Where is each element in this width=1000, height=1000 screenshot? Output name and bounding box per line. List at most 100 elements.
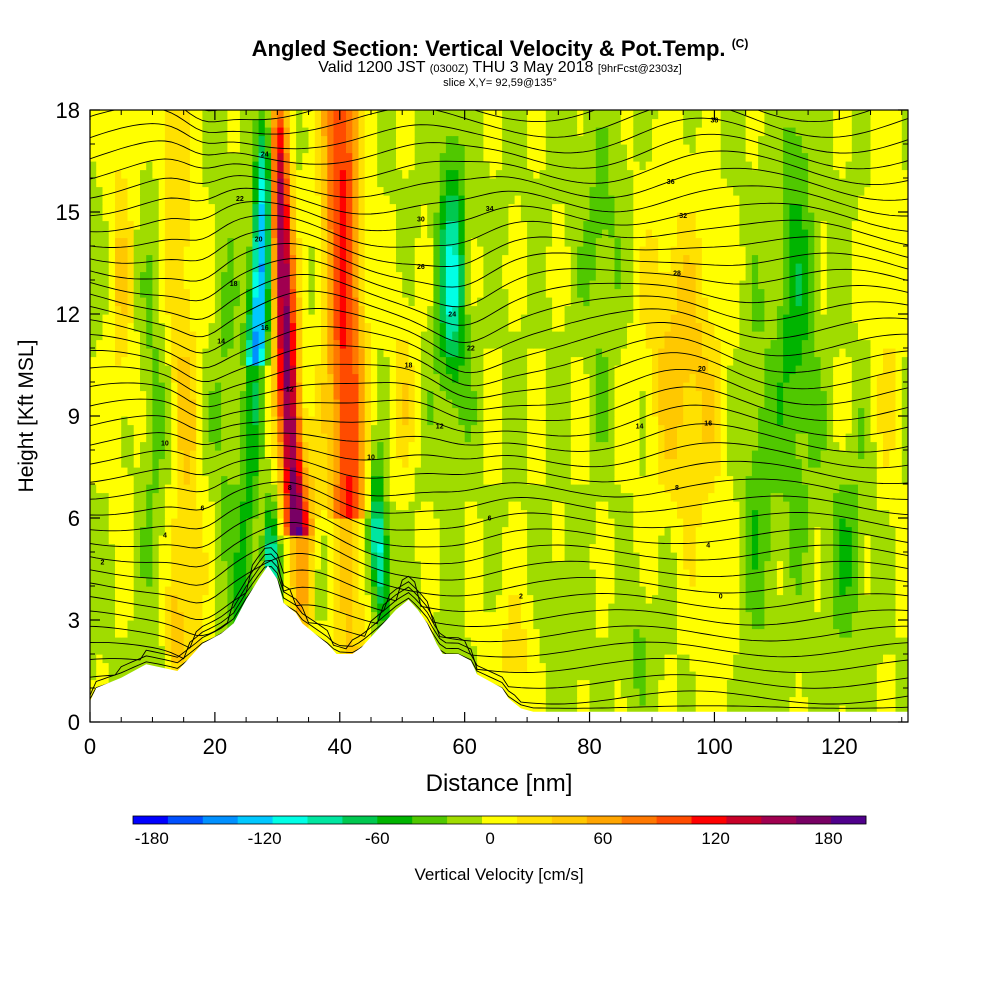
velocity-cell <box>427 458 434 468</box>
velocity-cell <box>477 501 484 511</box>
velocity-cell <box>127 577 135 587</box>
velocity-cell <box>602 518 609 528</box>
velocity-cell <box>358 433 366 443</box>
velocity-cell <box>183 509 191 519</box>
velocity-cell <box>470 475 478 485</box>
velocity-cell <box>539 628 547 638</box>
velocity-cell <box>239 577 247 587</box>
velocity-cell <box>164 654 172 664</box>
velocity-cell <box>158 577 166 587</box>
velocity-cell <box>90 577 97 587</box>
velocity-cell <box>789 662 797 672</box>
velocity-cell <box>495 586 503 596</box>
velocity-cell <box>346 407 353 417</box>
velocity-cell <box>339 569 347 579</box>
velocity-cell <box>870 611 878 621</box>
velocity-cell <box>146 594 153 604</box>
velocity-cell <box>614 603 622 613</box>
velocity-cell <box>102 569 110 579</box>
velocity-cell <box>152 407 160 417</box>
velocity-cell <box>495 441 503 451</box>
velocity-cell <box>221 407 228 417</box>
velocity-cell <box>221 509 228 519</box>
velocity-cell <box>402 399 409 409</box>
velocity-cell <box>652 458 659 468</box>
velocity-cell <box>346 620 353 630</box>
velocity-cell <box>452 501 459 511</box>
velocity-cell <box>102 611 110 621</box>
velocity-cell <box>733 654 740 664</box>
velocity-cell <box>664 679 672 689</box>
velocity-cell <box>639 492 647 502</box>
velocity-cell <box>352 611 360 621</box>
velocity-cell <box>364 467 372 477</box>
velocity-cell <box>658 416 665 426</box>
velocity-cell <box>227 577 235 587</box>
velocity-cell <box>346 484 353 494</box>
velocity-cell <box>602 526 609 536</box>
velocity-cell <box>833 654 840 664</box>
velocity-cell <box>115 450 122 460</box>
velocity-cell <box>708 696 715 706</box>
velocity-cell <box>171 560 178 570</box>
velocity-cell <box>171 577 178 587</box>
velocity-cell <box>870 543 878 553</box>
velocity-cell <box>164 569 172 579</box>
velocity-cell <box>851 535 859 545</box>
velocity-cell <box>608 416 616 426</box>
velocity-cell <box>214 628 222 638</box>
velocity-cell <box>751 433 759 443</box>
velocity-cell <box>639 484 647 494</box>
velocity-cell <box>745 628 753 638</box>
velocity-cell <box>389 501 397 511</box>
velocity-cell <box>708 399 715 409</box>
velocity-cell <box>177 645 185 655</box>
velocity-cell <box>677 577 684 587</box>
velocity-cell <box>377 620 384 630</box>
velocity-cell <box>115 501 122 511</box>
velocity-cell <box>614 594 622 604</box>
velocity-cell <box>545 671 553 681</box>
velocity-cell <box>520 467 528 477</box>
velocity-cell <box>196 560 203 570</box>
velocity-cell <box>233 552 241 562</box>
velocity-cell <box>639 441 647 451</box>
velocity-cell <box>895 399 903 409</box>
velocity-cell <box>333 560 341 570</box>
velocity-cell <box>683 679 690 689</box>
velocity-cell <box>683 586 690 596</box>
velocity-cell <box>851 654 859 664</box>
velocity-cell <box>870 407 878 417</box>
velocity-cell <box>627 399 634 409</box>
velocity-cell <box>514 433 522 443</box>
velocity-cell <box>377 560 384 570</box>
velocity-cell <box>870 679 878 689</box>
velocity-cell <box>502 679 509 689</box>
velocity-cell <box>102 450 110 460</box>
velocity-cell <box>258 526 266 536</box>
velocity-cell <box>96 441 103 451</box>
velocity-cell <box>439 560 447 570</box>
velocity-cell <box>733 441 740 451</box>
velocity-cell <box>714 441 722 451</box>
velocity-cell <box>352 535 360 545</box>
velocity-cell <box>520 654 528 664</box>
velocity-cell <box>277 467 285 477</box>
velocity-cell <box>864 586 872 596</box>
velocity-cell <box>96 611 103 621</box>
velocity-cell <box>808 526 815 536</box>
velocity-cell <box>689 705 697 715</box>
velocity-cell <box>383 450 391 460</box>
velocity-cell <box>152 424 160 434</box>
velocity-cell <box>689 628 697 638</box>
velocity-cell <box>683 535 690 545</box>
velocity-cell <box>227 484 235 494</box>
velocity-cell <box>252 484 260 494</box>
velocity-cell <box>770 611 778 621</box>
velocity-cell <box>564 679 572 689</box>
velocity-cell <box>146 458 153 468</box>
velocity-cell <box>252 475 260 485</box>
velocity-cell <box>539 552 547 562</box>
velocity-cell <box>633 569 641 579</box>
velocity-cell <box>239 492 247 502</box>
